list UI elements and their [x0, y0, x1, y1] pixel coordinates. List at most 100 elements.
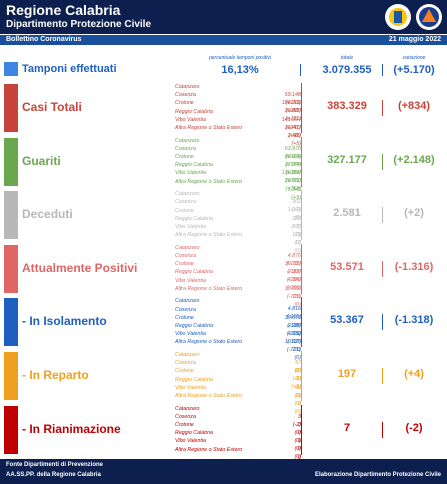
change: (+5): [291, 384, 301, 391]
change: (+391): [285, 178, 301, 185]
province: Catanzaro: [175, 191, 200, 198]
province-row: Vibo Valentia 28.760 (+763): [175, 169, 301, 192]
change: (-204): [286, 277, 301, 284]
value: 2.589: [287, 133, 301, 139]
credit: Elaborazione Dipartimento Protezione Civ…: [314, 472, 441, 478]
province-list: Catanzaro 302 (+1) Cosenza 1.291 (0) Crotone 22…: [175, 190, 302, 254]
value: 48: [295, 384, 301, 391]
province: Altra Regione o Stato Estero: [175, 178, 243, 185]
total: 53.571: [312, 260, 383, 277]
total: 7: [312, 421, 383, 438]
change: (0): [294, 355, 301, 362]
change: (+262): [285, 108, 301, 115]
subtitle: Dipartimento Protezione Civile: [6, 19, 152, 30]
value: 60: [295, 368, 301, 375]
value: 228: [292, 215, 301, 222]
value: 0: [298, 446, 301, 453]
value: 136.837: [281, 170, 301, 177]
change: (0): [294, 239, 301, 246]
value: 4.332: [287, 330, 301, 337]
province: Altra Regione o Stato Estero: [175, 339, 243, 346]
change: (+131): [285, 116, 301, 123]
col-header: percentuale tamponi positivi: [209, 55, 271, 61]
section: - In Reparto Catanzaro 57 (0) Cosenza 60 (-1) C…: [0, 350, 447, 415]
value: 39.467: [284, 124, 301, 131]
change: (+1): [291, 223, 301, 230]
change: (-1.316): [394, 260, 434, 273]
label: Tamponi effettuati: [22, 63, 117, 75]
section-label: Guariti: [22, 153, 61, 168]
col-header: totale: [340, 55, 354, 61]
province: Cosenza: [175, 252, 196, 259]
value: 39.880: [284, 108, 301, 115]
value: 731: [292, 293, 301, 300]
province: Catanzaro: [175, 298, 200, 305]
value: 141.994: [281, 116, 301, 123]
section-label: Casi Totali: [22, 100, 82, 114]
change: (0): [294, 392, 301, 399]
value: 3: [298, 421, 301, 428]
province-row: Reggio Calabria 1 (0): [175, 429, 301, 452]
value: 11: [295, 392, 302, 399]
title: Regione Calabria: [6, 2, 121, 18]
change: (0): [294, 400, 301, 407]
province-row: Altra Regione o Stato Estero 731 (0): [175, 338, 301, 361]
change: (0): [294, 409, 301, 415]
change: (+241): [285, 124, 301, 131]
total: 2.581: [312, 207, 383, 224]
color-block: [4, 244, 18, 293]
date: 21 maggio 2022: [388, 36, 441, 43]
value: 4.816: [287, 306, 301, 313]
province: Vibo Valentia: [175, 438, 206, 445]
value: 302: [292, 199, 301, 206]
province-list: Catanzaro 57 (0) Cosenza 60 (-1) Crotone 20 (+5)…: [175, 351, 302, 415]
province: Catanzaro: [175, 244, 200, 251]
province-row: Reggio Calabria 4.382 (-150): [175, 268, 301, 291]
province-list: Catanzaro 4.816 (-160) Cosenza 30.676 (-118) C…: [175, 297, 302, 361]
change: (-209): [286, 330, 301, 337]
province-row: Vibo Valentia 0 (0): [175, 437, 301, 460]
value: 13: [295, 240, 301, 247]
province-row: Crotone 20 (+5): [175, 367, 301, 390]
source: AA.SS.PP. della Regione Calabria: [6, 472, 101, 478]
province: Reggio Calabria: [175, 269, 213, 276]
change: (+9): [291, 194, 301, 201]
section: Deceduti Catanzaro 302 (+1) Cosenza 1.291 (0) C…: [0, 189, 447, 254]
province: Altra Regione o Stato Estero: [175, 232, 243, 239]
bulletin: Bollettino Coronavirus: [6, 36, 82, 43]
province-row: Reggio Calabria 4.332 (-110): [175, 322, 301, 345]
province-row: Cosenza 60 (-1): [175, 359, 301, 382]
province-row: Altra Regione o Stato Estero 13 (0): [175, 231, 301, 254]
province: Cosenza: [175, 413, 196, 420]
change: (+2): [404, 207, 424, 220]
change: (-119): [287, 268, 301, 275]
province-row: Reggio Calabria 775 (0): [175, 215, 301, 238]
province-list: Catanzaro 53.970 (+324) Cosenza 98.421 (+377)…: [175, 136, 302, 201]
province-row: Catanzaro 3 (-2): [175, 405, 301, 428]
value: 3: [298, 413, 301, 420]
value: 0: [298, 429, 301, 436]
change: (+4): [404, 368, 424, 380]
value: 4.382: [287, 277, 301, 284]
total: 197: [312, 368, 383, 384]
province: Altra Regione o Stato Estero: [175, 125, 243, 131]
value: 37.344: [284, 161, 301, 168]
province-row: Crotone 37.344 (+334): [175, 153, 301, 176]
province-row: Vibo Valentia 10.525 (-721): [175, 330, 301, 353]
province-row: Crotone 2.307 (-204): [175, 260, 301, 283]
value: 1: [298, 438, 301, 445]
value: 0: [298, 454, 301, 461]
province-row: Vibo Valentia 171 (0): [175, 223, 301, 246]
province: Catanzaro: [175, 84, 200, 90]
change: (-110): [287, 338, 301, 345]
province-row: Cosenza 108.201 (+262): [175, 91, 301, 114]
value: 108.201: [281, 100, 301, 107]
province: Crotone: [175, 100, 194, 107]
province: Cosenza: [175, 92, 196, 99]
province-row: Altra Regione o Stato Estero 731 (0): [175, 285, 301, 308]
change: (-2): [292, 421, 301, 428]
change: (0): [294, 368, 301, 374]
province: Vibo Valentia: [175, 170, 206, 177]
province-row: Altra Regione o Stato Estero 0(0): [175, 446, 301, 469]
province: Crotone: [175, 207, 194, 214]
